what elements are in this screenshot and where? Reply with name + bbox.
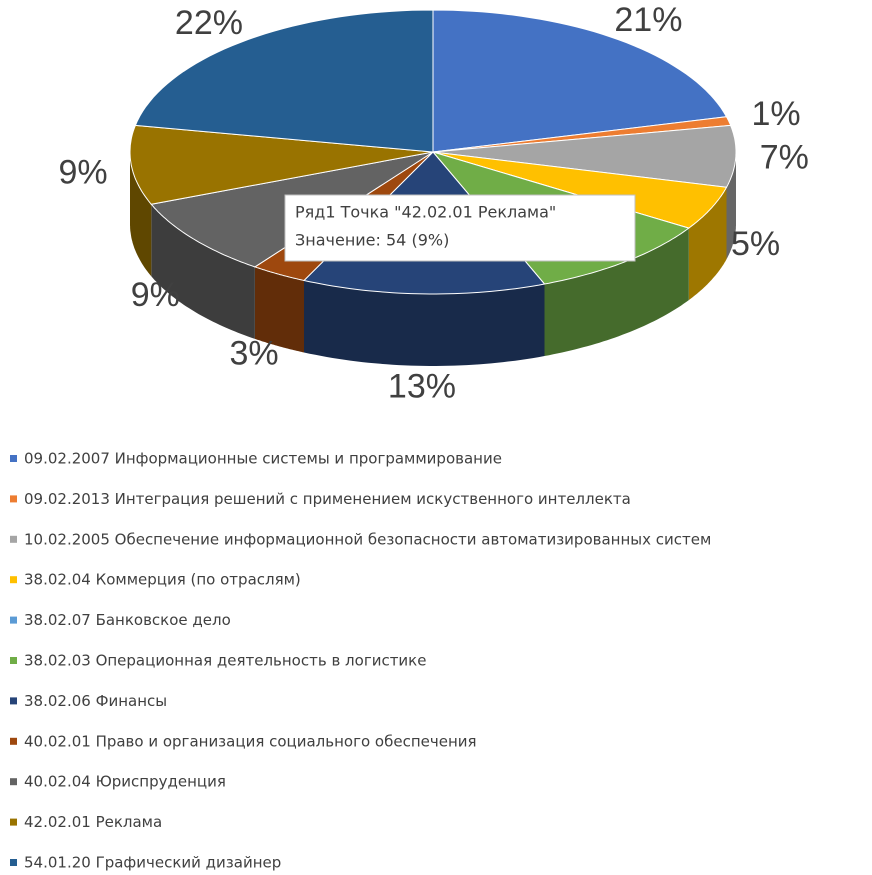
slice (129, 124, 434, 205)
tooltip-text: Значение: 54 (9%) (295, 231, 449, 250)
legend-label: 38.02.04 Коммерция (по отраслям) (24, 571, 301, 589)
legend-label: 40.02.04 Юриспруденция (24, 773, 226, 791)
legend-swatch (10, 818, 17, 826)
data-label: 9% (131, 276, 180, 314)
legend-swatch (10, 576, 17, 584)
slice (432, 151, 728, 229)
legend-label: 38.02.06 Финансы (24, 692, 167, 710)
legend-swatch (10, 859, 17, 866)
legend-label: 38.02.07 Банковское дело (24, 611, 231, 629)
legend-label: 54.01.20 Графический дизайнер (24, 854, 281, 872)
data-label: 21% (614, 1, 682, 39)
data-label: 22% (175, 4, 243, 42)
slice (432, 124, 737, 188)
data-label: 13% (388, 368, 456, 406)
slice (432, 9, 728, 153)
legend-swatch (10, 697, 17, 705)
labels: 21% 1% 7% 5% 13% 3% 9% 9% 22% (59, 1, 809, 406)
legend-swatch (10, 657, 17, 664)
slice-side (544, 228, 689, 356)
slice-side (151, 204, 255, 339)
slice-side (254, 266, 304, 353)
slice (432, 116, 732, 153)
tooltip: Ряд1 Точка "42.02.01 Реклама" Значение: … (284, 194, 636, 262)
slice-side (688, 187, 727, 301)
tooltip-title: Ряд1 Точка "42.02.01 Реклама" (295, 203, 556, 222)
slice-side (130, 152, 152, 277)
legend-swatch (10, 616, 17, 624)
data-label: 7% (760, 138, 809, 176)
legend-swatch (10, 455, 17, 462)
pie (129, 9, 737, 366)
tooltip-box (284, 194, 636, 262)
legend-swatch (10, 495, 17, 503)
legend-label: 38.02.03 Операционная деятельность в лог… (24, 652, 426, 670)
legend-swatch (10, 535, 17, 543)
legend: 09.02.2007 Информационные системы и прог… (10, 450, 711, 872)
data-label: 9% (59, 153, 108, 191)
slice-side (726, 152, 736, 260)
slice-side (304, 280, 545, 366)
legend-label: 40.02.01 Право и организация социального… (24, 732, 477, 750)
data-label: 3% (230, 335, 279, 373)
slice (134, 9, 434, 153)
legend-label: 09.02.2013 Интеграция решений с применен… (24, 490, 631, 508)
legend-swatch (10, 737, 17, 745)
legend-label: 42.02.01 Реклама (24, 813, 162, 831)
data-label: 5% (731, 225, 780, 263)
data-label: 1% (751, 95, 800, 133)
legend-label: 10.02.2005 Обеспечение информационной бе… (24, 530, 711, 548)
legend-swatch (10, 778, 17, 786)
legend-label: 09.02.2007 Информационные системы и прог… (24, 450, 502, 468)
